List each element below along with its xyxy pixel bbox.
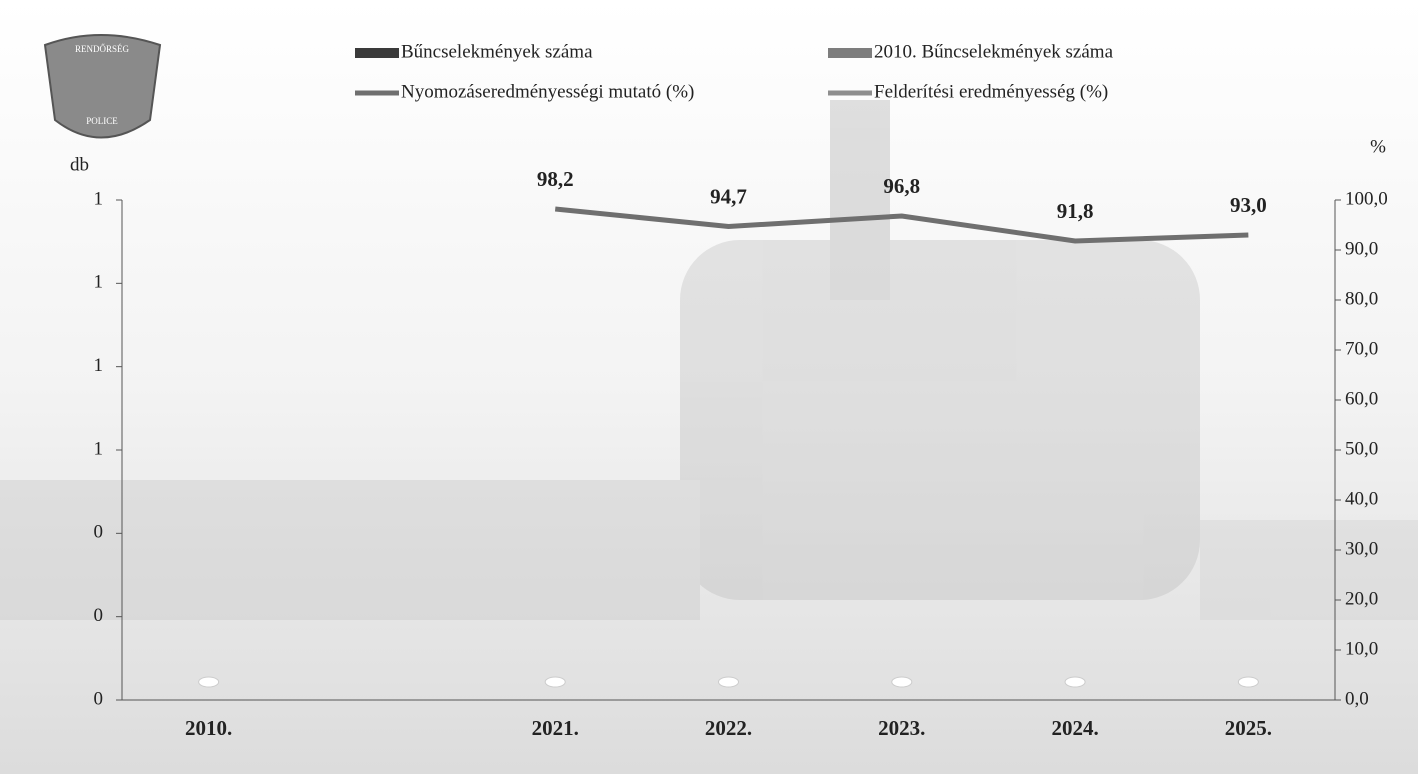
building-photo <box>0 100 1418 620</box>
y2-tick-label: 50,0 <box>1345 438 1378 459</box>
logo-text: RENDŐRSÉG <box>75 44 130 54</box>
data-label: 93,0 <box>1230 193 1267 217</box>
x-tick-label: 2025. <box>1225 716 1272 740</box>
legend-label: Nyomozáseredményességi mutató (%) <box>401 81 694 102</box>
y2-tick-label: 80,0 <box>1345 288 1378 309</box>
data-label: 96,8 <box>883 174 920 198</box>
legend-label: Bűncselekmények száma <box>401 41 593 62</box>
bar-label-marker <box>1237 676 1259 688</box>
y2-tick-label: 90,0 <box>1345 238 1378 259</box>
bar-label-marker <box>544 676 566 688</box>
y-tick-label: 1 <box>94 272 104 293</box>
y2-tick-label: 100,0 <box>1345 188 1388 209</box>
bar-label-marker <box>198 676 220 688</box>
legend-label: Felderítési eredményesség (%) <box>874 81 1108 102</box>
data-label: 98,2 <box>537 167 574 191</box>
y2-tick-label: 70,0 <box>1345 338 1378 359</box>
y-tick-label: 0 <box>94 605 104 626</box>
x-tick-label: 2024. <box>1051 716 1098 740</box>
legend-swatch <box>828 48 872 58</box>
y-tick-label: 1 <box>94 188 104 209</box>
y2-tick-label: 60,0 <box>1345 388 1378 409</box>
legend-swatch <box>355 48 399 58</box>
logo-text: POLICE <box>86 116 118 126</box>
line <box>554 206 1249 244</box>
y2-axis-label: % <box>1370 136 1386 157</box>
x-tick-label: 2021. <box>532 716 579 740</box>
y2-tick-label: 20,0 <box>1345 588 1378 609</box>
legend-label: 2010. Bűncselekmények száma <box>874 41 1114 62</box>
data-label: 91,8 <box>1057 199 1094 223</box>
data-label: 94,7 <box>710 184 747 208</box>
logo: RENDŐRSÉG POLICE <box>43 34 162 139</box>
x-tick-label: 2010. <box>185 716 232 740</box>
bar-label-marker <box>718 676 739 688</box>
bar-label-marker <box>891 676 913 688</box>
y2-tick-label: 0,0 <box>1345 688 1369 709</box>
x-tick-label: 2023. <box>878 716 925 740</box>
bar-label-marker <box>1064 676 1086 688</box>
y-axis-label: db <box>70 154 89 175</box>
y2-tick-label: 30,0 <box>1345 538 1378 559</box>
y-tick-label: 0 <box>94 522 104 543</box>
y-tick-label: 0 <box>94 688 104 709</box>
x-tick-label: 2022. <box>705 716 752 740</box>
y2-tick-label: 40,0 <box>1345 488 1378 509</box>
y-tick-label: 1 <box>94 355 104 376</box>
y-tick-label: 1 <box>94 438 104 459</box>
y2-tick-label: 10,0 <box>1345 638 1378 659</box>
